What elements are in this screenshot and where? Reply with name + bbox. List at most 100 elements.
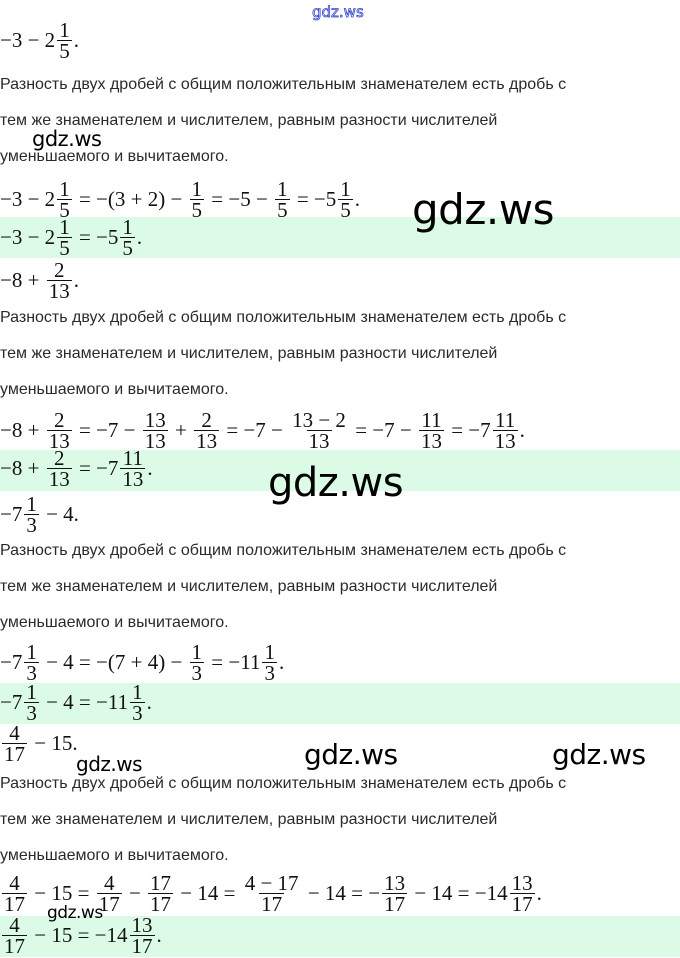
- problem-2-expression: −8 + 2 13.: [0, 258, 79, 302]
- fraction: 2 13: [194, 407, 220, 451]
- rule-line-1: Разность двух дробей с общим положительн…: [0, 76, 567, 93]
- math-text: −3 − 2: [0, 224, 56, 249]
- rule-line-2: тем же знаменателем и числителем, равным…: [0, 811, 498, 828]
- fraction-numerator: 13 − 2: [292, 407, 346, 432]
- fraction-denominator: 13: [492, 428, 518, 453]
- fraction-denominator: 13: [120, 466, 146, 491]
- fraction: 13 13: [142, 407, 168, 453]
- math-text: = −7 −: [349, 417, 417, 442]
- fraction-numerator: 1: [26, 639, 37, 664]
- rule-line-3: уменьшаемого и вычитаемого.: [0, 847, 229, 864]
- problem-3-answer: −7 1 3 − 4 = −11 1 3.: [0, 680, 152, 724]
- fraction: 2 13: [46, 409, 72, 453]
- fraction: 4 17: [2, 720, 27, 764]
- rule-line-1: Разность двух дробей с общим положительн…: [0, 775, 567, 792]
- fraction-denominator: 17: [96, 891, 122, 916]
- fraction-denominator: 5: [120, 235, 135, 260]
- fraction: 11 13: [120, 447, 146, 491]
- fraction-numerator: 11: [421, 407, 442, 432]
- rule-line-2: тем же знаменателем и числителем, равным…: [0, 578, 498, 595]
- fraction-numerator: 11: [495, 407, 516, 432]
- math-text: = −11: [206, 649, 261, 674]
- fraction-numerator: 13: [144, 407, 166, 432]
- rule-line-3: уменьшаемого и вычитаемого.: [0, 381, 229, 398]
- fraction-denominator: 5: [57, 38, 72, 63]
- math-text: −7: [0, 501, 23, 526]
- fraction-numerator: 13: [131, 912, 153, 937]
- fraction-denominator: 5: [189, 197, 205, 222]
- fraction: 13 − 2 13: [290, 407, 348, 453]
- fraction-denominator: 5: [57, 197, 72, 222]
- math-text: .: [147, 455, 153, 480]
- math-text: −8 +: [0, 417, 45, 442]
- math-text: = −7 −: [221, 417, 289, 442]
- math-text: .: [73, 267, 79, 292]
- watermark: gdz.ws: [76, 752, 143, 776]
- math-text: − 14 =: [175, 880, 241, 905]
- fraction-numerator: 1: [132, 679, 143, 704]
- fraction-numerator: 13: [511, 870, 533, 895]
- math-text: = −5: [73, 224, 119, 249]
- fraction: 4 17: [96, 872, 122, 916]
- fraction-numerator: 4: [9, 870, 20, 895]
- fraction-denominator: 13: [142, 428, 168, 453]
- fraction-numerator: 1: [264, 639, 275, 664]
- fraction-numerator: 1: [277, 176, 288, 201]
- watermark: gdz.ws: [32, 127, 102, 151]
- fraction: 13 17: [129, 912, 155, 956]
- math-text: − 14 = −14: [409, 880, 508, 905]
- fraction: 4 17: [2, 870, 27, 916]
- fraction: 13 17: [382, 872, 408, 916]
- math-text: −7: [0, 649, 23, 674]
- fraction-denominator: 3: [130, 700, 145, 725]
- fraction-numerator: 4: [9, 720, 20, 745]
- fraction-numerator: 4 − 17: [244, 870, 299, 895]
- fraction-numerator: 4: [9, 912, 20, 937]
- fraction: 11 13: [418, 407, 444, 453]
- fraction-denominator: 17: [259, 891, 285, 916]
- rule-line-1: Разность двух дробей с общим положительн…: [0, 542, 567, 559]
- fraction-numerator: 2: [201, 407, 212, 432]
- answer-band: [0, 683, 680, 724]
- fraction-numerator: 17: [150, 870, 172, 895]
- fraction-denominator: 5: [275, 197, 290, 222]
- math-text: −3 − 2: [0, 186, 56, 211]
- math-text: − 15.: [29, 730, 78, 755]
- fraction-denominator: 17: [2, 891, 27, 916]
- fraction-numerator: 1: [26, 679, 37, 704]
- fraction: 13 17: [509, 870, 535, 914]
- rule-line-1: Разность двух дробей с общим положительн…: [0, 309, 567, 326]
- fraction: 2 13: [46, 259, 72, 303]
- problem-2-answer: −8 + 2 13 = −7 11 13.: [0, 446, 153, 490]
- math-text: − 15 =: [29, 880, 95, 905]
- fraction-denominator: 5: [338, 197, 353, 222]
- fraction-denominator: 13: [418, 428, 444, 453]
- fraction-denominator: 3: [24, 700, 39, 725]
- fraction-denominator: 17: [382, 891, 408, 916]
- math-text: −8 +: [0, 455, 45, 480]
- fraction-numerator: 1: [340, 176, 351, 201]
- fraction-denominator: 3: [189, 660, 205, 685]
- math-text: .: [73, 27, 79, 52]
- watermark: gdz.ws: [268, 460, 404, 506]
- fraction-denominator: 3: [262, 660, 277, 685]
- math-text: .: [519, 417, 525, 442]
- answer-band: [0, 916, 680, 957]
- rule-line-3: уменьшаемого и вычитаемого.: [0, 148, 229, 165]
- math-text: −: [123, 880, 147, 905]
- answer-band: [0, 217, 680, 258]
- rule-line-3: уменьшаемого и вычитаемого.: [0, 614, 229, 631]
- watermark: gdz.ws: [412, 185, 554, 234]
- fraction-denominator: 13: [306, 428, 332, 453]
- fraction-denominator: 13: [46, 278, 72, 303]
- fraction-denominator: 13: [46, 428, 72, 453]
- math-text: = −7 −: [73, 417, 141, 442]
